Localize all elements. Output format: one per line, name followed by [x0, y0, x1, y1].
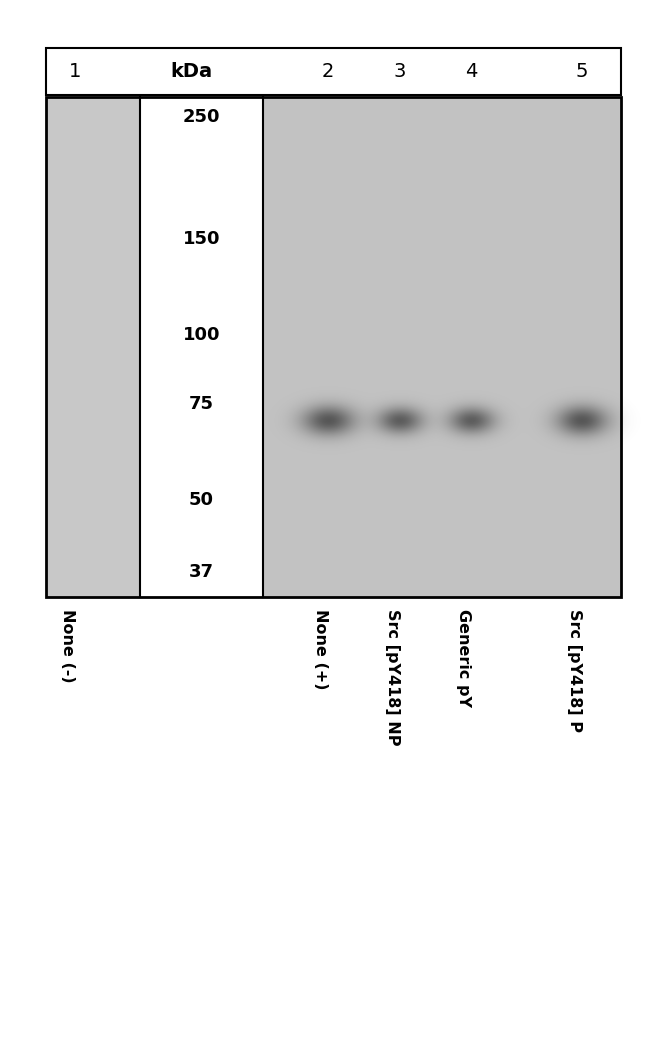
- Text: kDa: kDa: [171, 62, 213, 80]
- Text: Src [pY418] NP: Src [pY418] NP: [385, 609, 400, 746]
- Text: Src [pY418] P: Src [pY418] P: [567, 609, 582, 732]
- Text: 100: 100: [183, 326, 220, 344]
- Text: None (-): None (-): [60, 609, 75, 683]
- Text: 250: 250: [183, 108, 220, 126]
- Text: 2: 2: [322, 62, 335, 80]
- Text: 75: 75: [189, 395, 214, 413]
- Text: 37: 37: [189, 563, 214, 581]
- Text: 1: 1: [68, 62, 81, 80]
- Text: 150: 150: [183, 230, 220, 248]
- Bar: [46, 97, 621, 597]
- Bar: [263, 97, 621, 597]
- Bar: [46, 48, 621, 95]
- Bar: [46, 97, 140, 597]
- Bar: [140, 97, 263, 597]
- Text: 4: 4: [465, 62, 478, 80]
- Text: Generic pY: Generic pY: [456, 609, 471, 708]
- Text: 5: 5: [575, 62, 588, 80]
- Text: 3: 3: [393, 62, 406, 80]
- Text: 50: 50: [189, 491, 214, 509]
- Text: None (+): None (+): [313, 609, 328, 690]
